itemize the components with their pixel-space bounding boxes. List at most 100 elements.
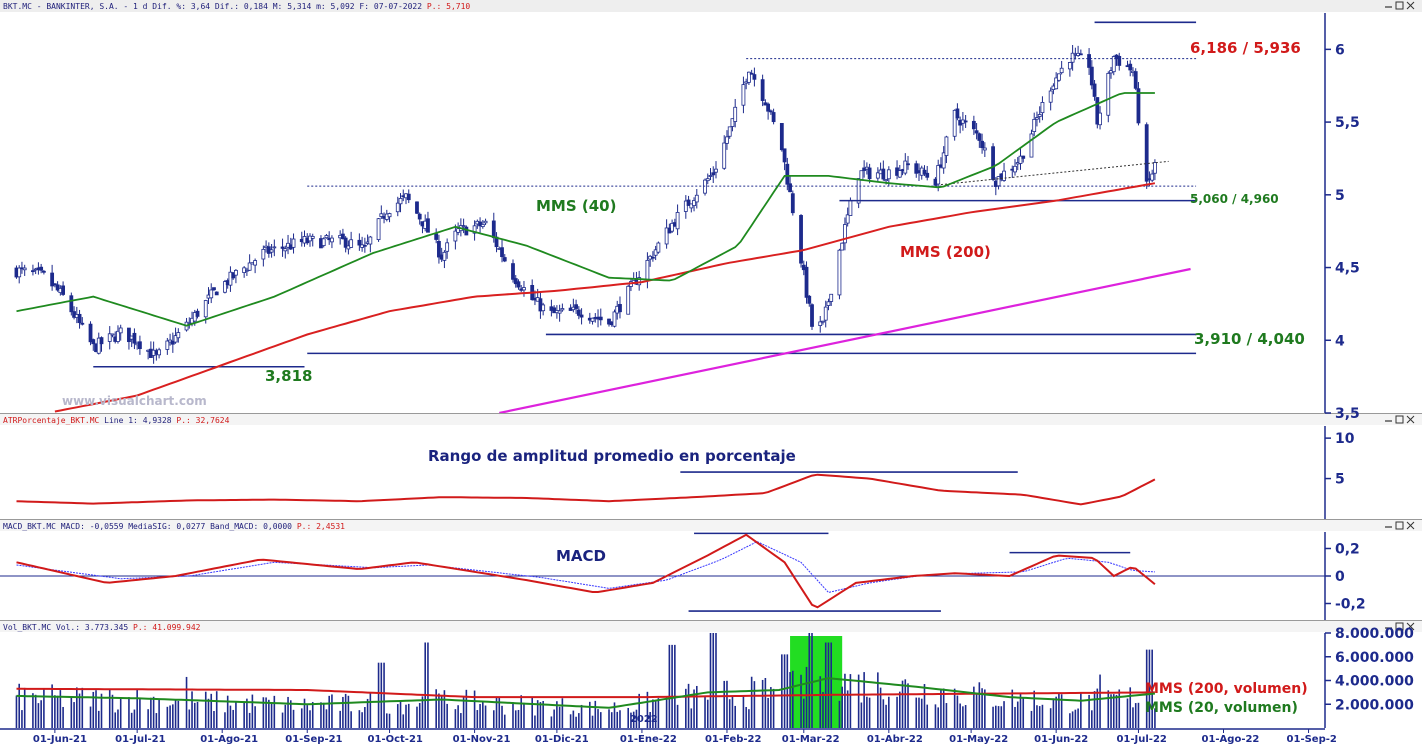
price-header-bar	[0, 0, 1422, 12]
candle-body	[324, 235, 329, 239]
vol-window-buttons[interactable]	[1385, 622, 1415, 631]
close-icon[interactable]	[1406, 415, 1415, 424]
x-tick-label: 01-Feb-22	[705, 734, 762, 744]
macd-header-bar	[0, 520, 1422, 531]
candle-body	[127, 327, 131, 343]
candle-body	[31, 270, 35, 273]
candle-body	[1095, 97, 1100, 125]
candle-body	[612, 311, 617, 327]
header-segment: Vol_BKT.MC Vol.: 3.773.345	[3, 623, 133, 632]
y-tick-label: 2.000.000	[1335, 697, 1414, 713]
candle-body	[807, 295, 812, 304]
y-tick-label: 5	[1335, 188, 1345, 204]
maximize-icon[interactable]	[1395, 622, 1404, 631]
candle-body	[779, 123, 784, 151]
candle-body	[480, 224, 485, 227]
candle-body	[398, 198, 403, 205]
candle-body	[980, 140, 984, 149]
vol-ma20-legend: MMS (20, volumen)	[1145, 700, 1298, 716]
close-icon[interactable]	[1406, 622, 1415, 631]
candle-body	[1089, 66, 1094, 86]
candle-body	[176, 332, 181, 339]
volume-pane	[15, 633, 1156, 728]
candle-body	[253, 260, 258, 266]
candle-body	[491, 220, 496, 239]
maximize-icon[interactable]	[1395, 415, 1404, 424]
candle-body	[741, 84, 746, 106]
candle-body	[840, 242, 845, 251]
sma200-label: MMS (200)	[900, 243, 991, 261]
maximize-icon[interactable]	[1395, 521, 1404, 530]
candle-body	[1117, 55, 1122, 66]
candle-body	[138, 341, 142, 350]
y-tick-label: 4.000.000	[1335, 674, 1414, 690]
candle-body	[22, 267, 27, 271]
candle-body	[280, 246, 285, 249]
candle-body	[670, 222, 675, 232]
atr-window-buttons[interactable]	[1385, 415, 1415, 424]
macd-pane	[0, 532, 1325, 612]
candle-body	[61, 285, 65, 295]
candle-body	[464, 226, 469, 236]
candle-body	[1037, 114, 1042, 117]
candle-body	[173, 335, 178, 343]
y-tick-label: 0	[1335, 569, 1345, 585]
atr-header-bar	[0, 414, 1422, 425]
candle-body	[722, 142, 727, 169]
price-window-buttons[interactable]	[1385, 1, 1415, 10]
candle-body	[579, 314, 584, 318]
close-icon[interactable]	[1406, 521, 1415, 530]
candle-body	[821, 320, 825, 323]
candle-body	[626, 285, 631, 315]
close-icon[interactable]	[1406, 1, 1415, 10]
candle-body	[1067, 62, 1072, 70]
candle-body	[557, 310, 562, 314]
candle-body	[349, 239, 354, 248]
dotted-trendline	[940, 160, 1169, 186]
candle-body	[974, 130, 979, 134]
candle-body	[694, 194, 699, 203]
y-tick-label: -0,2	[1335, 597, 1366, 613]
vol-header-bar	[0, 621, 1422, 632]
candle-body	[768, 110, 773, 113]
candle-body	[41, 270, 46, 273]
candle-body	[837, 249, 842, 296]
y-tick-label: 8.000.000	[1335, 626, 1414, 642]
candle-body	[1054, 77, 1059, 90]
candle-body	[823, 306, 828, 321]
x-tick-label: 01-May-22	[949, 734, 1008, 744]
candle-body	[1078, 53, 1083, 56]
header-segment: MACD_BKT.MC MACD:	[3, 522, 90, 531]
candle-body	[810, 304, 814, 327]
candle-body	[1002, 170, 1006, 181]
candle-body	[283, 248, 288, 252]
candle-body	[437, 240, 441, 258]
x-tick-label: 01-Abr-22	[867, 734, 923, 744]
candle-body	[703, 179, 707, 194]
candle-body	[733, 106, 738, 122]
macd-window-buttons[interactable]	[1385, 521, 1415, 530]
candle-body	[730, 118, 735, 127]
candle-body	[330, 237, 334, 243]
atr-pane	[16, 471, 1156, 506]
x-tick-label: 01-Sep-2	[1287, 734, 1337, 744]
candle-body	[228, 271, 233, 286]
candle-body	[261, 248, 266, 260]
candle-body	[272, 246, 277, 249]
year-marker: 2022	[630, 714, 658, 725]
sma40-label: MMS (40)	[536, 197, 616, 215]
candle-body	[618, 304, 622, 313]
candle-body	[17, 267, 22, 278]
candle-body	[590, 317, 595, 322]
candle-body	[771, 112, 776, 123]
candle-body	[1098, 112, 1102, 126]
candle-body	[1087, 54, 1091, 68]
candle-body	[77, 313, 82, 324]
candle-body	[541, 304, 546, 312]
candle-body	[1136, 88, 1141, 124]
maximize-icon[interactable]	[1395, 1, 1404, 10]
candle-body	[683, 200, 688, 212]
macd-header: MACD_BKT.MC MACD: -0,0559 MediaSIG: 0,02…	[3, 522, 345, 531]
price-header: BKT.MC - BANKINTER, S.A. - 1 d Dif. %: 3…	[3, 2, 470, 11]
candle-body	[203, 300, 208, 318]
